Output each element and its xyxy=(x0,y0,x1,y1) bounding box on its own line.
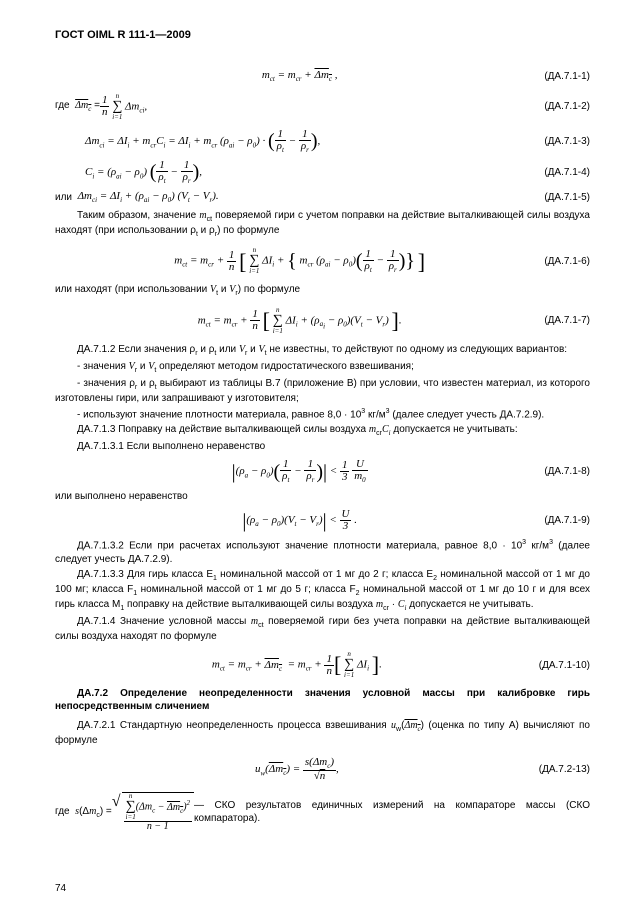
para-14: ДА.7.2.1 Стандартную неопределенность пр… xyxy=(55,719,590,747)
equation-5: или Δmci = ΔIi + (ρai − ρ0) (Vt − Vr). (… xyxy=(55,189,590,205)
doc-header: ГОСТ OIML R 111-1—2009 xyxy=(55,28,590,42)
equation-10: mct = mcr + Δmc = mcr + 1n[ n∑i=1 ΔIi ].… xyxy=(55,651,590,679)
para-5: - значения ρr и ρt выбирают из таблицы В… xyxy=(55,377,590,405)
equation-2: где Δmc = 1n n∑i=1 Δmci, (ДА.7.1-2) xyxy=(55,93,590,121)
para-8: ДА.7.1.3.1 Если выполнено неравенство xyxy=(55,440,590,453)
para-3: ДА.7.1.2 Если значения ρr и ρt или Vr и … xyxy=(55,343,590,358)
para-2: или находят (при использовании Vt и Vr) … xyxy=(55,283,590,298)
para-4: - значения Vr и Vt определяют методом ги… xyxy=(55,360,590,375)
para-11: ДА.7.1.3.3 Для гирь класса Е1 номинально… xyxy=(55,568,590,613)
equation-1: mct = mcr + Δmc , (ДА.7.1-1) xyxy=(55,68,590,84)
equation-3: Δmci = ΔIi + mcrCi = ΔIi + mcr (ρai − ρ0… xyxy=(55,129,590,154)
equation-8: |(ρa − ρ0)(1ρt − 1ρr)| < 13 Um0 (ДА.7.1-… xyxy=(55,459,590,484)
equation-7: mct = mcr + 1n [ n∑i=1 ΔIi + (ρai − ρ0)(… xyxy=(55,307,590,335)
equation-9: |(ρa − ρ0)(Vt − Vr)| < U3 . (ДА.7.1-9) xyxy=(55,509,590,532)
para-12: ДА.7.1.4 Значение условной массы mct пов… xyxy=(55,615,590,643)
para-7: ДА.7.1.3 Поправку на действие выталкиваю… xyxy=(55,423,590,438)
page-number: 74 xyxy=(55,882,66,895)
para-15: где s(Δmc) = √n∑i=1(Δmc − Δmc)2n − 1 — С… xyxy=(55,792,590,832)
para-10: ДА.7.1.3.2 Если при расчетах используют … xyxy=(55,538,590,565)
para-9: или выполнено неравенство xyxy=(55,490,590,503)
equation-4: Ci = (ρai − ρ0) (1ρt − 1ρr), (ДА.7.1-4) xyxy=(55,160,590,185)
equation-6: mct = mcr + 1n [ n∑i=1 ΔIi + { mcr (ρai … xyxy=(55,247,590,275)
section-heading: ДА.7.2 Определение неопределенности знач… xyxy=(55,687,590,713)
equation-11: uw(Δmc) = s(Δmc)√n, (ДА.7.2-13) xyxy=(55,757,590,782)
para-1: Таким образом, значение mct поверяемой г… xyxy=(55,209,590,239)
para-6: - используют значение плотности материал… xyxy=(55,407,590,421)
